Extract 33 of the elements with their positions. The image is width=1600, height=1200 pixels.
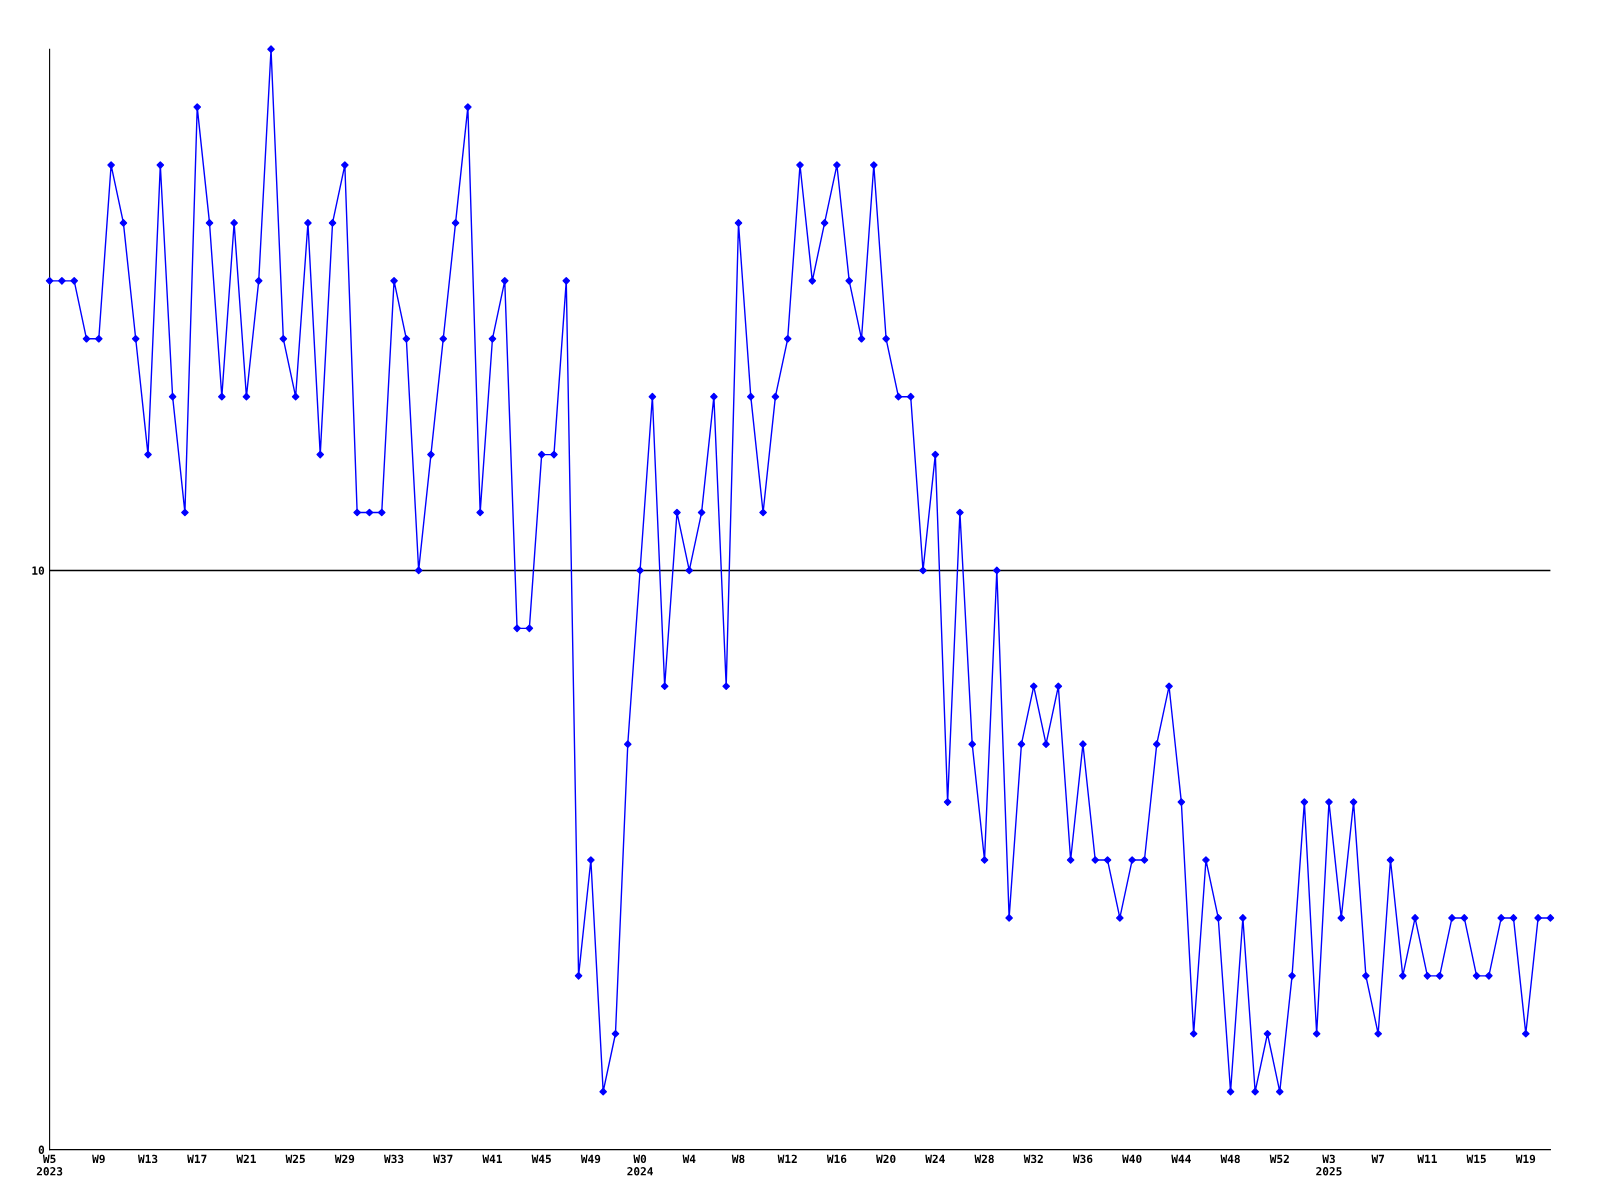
x-tick-label: W24	[925, 1154, 945, 1163]
x-tick-label: W20	[876, 1154, 896, 1164]
x-tick-label: W16	[826, 1154, 847, 1164]
x-tick-label: W3 2025	[1316, 1154, 1342, 1176]
x-tick-label: W5 2023	[36, 1154, 63, 1176]
x-tick-label: W17	[187, 1154, 207, 1163]
x-tick-label: W32	[1023, 1154, 1043, 1164]
x-tick-label: W7	[1371, 1154, 1385, 1163]
x-tick-label: W25	[285, 1154, 305, 1164]
x-tick-label: W37	[433, 1154, 453, 1164]
x-tick-label: W8	[731, 1154, 745, 1164]
x-tick-label: W4	[682, 1154, 696, 1163]
x-tick-label: W33	[384, 1154, 404, 1164]
x-tick-label: W40	[1122, 1154, 1142, 1164]
x-tick-label: W21	[236, 1154, 256, 1163]
y-tick-label: 10	[32, 566, 45, 575]
x-tick-label: W36	[1072, 1154, 1093, 1164]
x-tick-label: W41	[482, 1154, 502, 1163]
x-tick-label: W9	[92, 1154, 105, 1164]
x-tick-label: W15	[1466, 1154, 1486, 1164]
x-tick-label: W45	[531, 1154, 551, 1164]
x-tick-label: W19	[1515, 1154, 1536, 1164]
x-tick-label: W0 2024	[627, 1154, 653, 1176]
x-tick-label: W52	[1269, 1154, 1289, 1164]
x-tick-label: W49	[580, 1154, 601, 1164]
x-tick-label: W13	[137, 1154, 158, 1164]
x-tick-label: W12	[777, 1154, 797, 1163]
x-tick-label: W28	[974, 1154, 994, 1164]
x-tick-label: W48	[1220, 1154, 1240, 1164]
y-tick-label: 0	[38, 1145, 45, 1154]
x-tick-label: W29	[334, 1154, 355, 1164]
x-tick-label: W11	[1417, 1154, 1437, 1163]
x-tick-label: W44	[1171, 1154, 1191, 1163]
